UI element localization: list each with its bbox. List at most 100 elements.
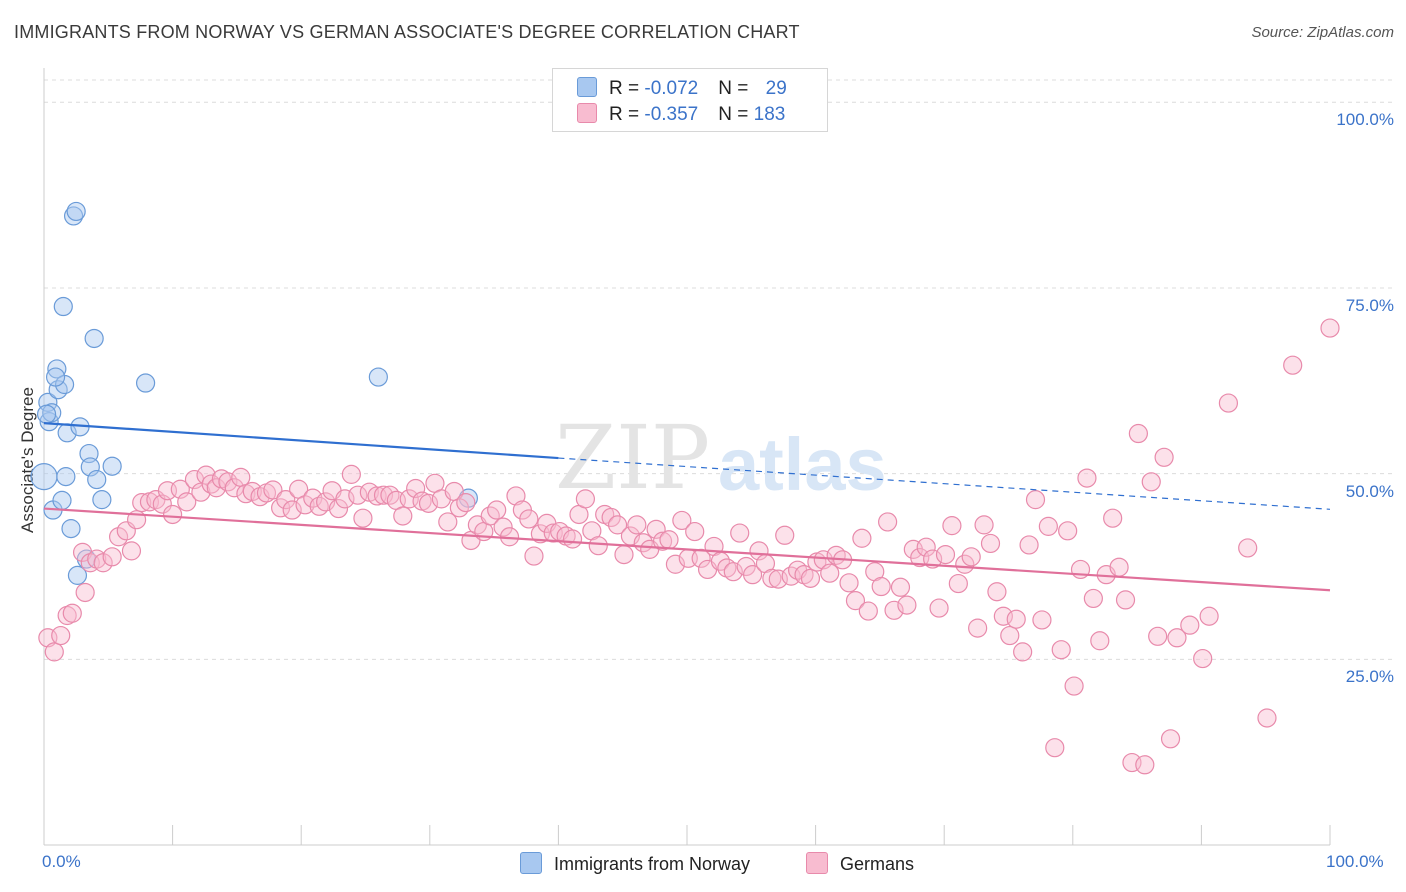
y-tick-label-1: 50.0% bbox=[1345, 481, 1394, 501]
germans-point-46 bbox=[328, 498, 349, 519]
legend-swatch-norway bbox=[577, 77, 597, 97]
germans-point-71 bbox=[487, 500, 507, 520]
germans-point-182 bbox=[1238, 538, 1258, 558]
norway-point-22 bbox=[92, 490, 112, 510]
germans-point-140 bbox=[929, 598, 949, 618]
germans-point-4 bbox=[62, 603, 82, 623]
y-tick-label-0: 25.0% bbox=[1345, 667, 1394, 687]
germans-point-172 bbox=[1135, 755, 1155, 775]
germans-point-100 bbox=[672, 510, 692, 531]
norway-point-21 bbox=[87, 469, 107, 490]
bottom-legend-norway: Immigrants from Norway bbox=[520, 852, 750, 875]
germans-point-151 bbox=[1000, 625, 1020, 646]
norway-point-25 bbox=[368, 367, 388, 387]
germans-point-157 bbox=[1038, 516, 1058, 536]
germans-point-65 bbox=[449, 498, 469, 518]
x-tick-label-max: 100.0% bbox=[1326, 852, 1384, 871]
germans-point-179 bbox=[1193, 648, 1213, 669]
germans-point-97 bbox=[652, 531, 673, 551]
germans-point-2 bbox=[51, 625, 71, 646]
legend-n-value-norway: 29 bbox=[765, 78, 787, 99]
germans-point-11 bbox=[108, 527, 129, 547]
trend-line-norway-solid bbox=[43, 422, 559, 460]
germans-point-1 bbox=[44, 642, 64, 662]
germans-point-175 bbox=[1154, 447, 1174, 467]
germans-point-93 bbox=[627, 515, 647, 535]
germans-point-66 bbox=[456, 493, 476, 513]
norway-point-7 bbox=[52, 490, 72, 510]
germans-point-25 bbox=[196, 465, 216, 485]
germans-point-144 bbox=[955, 554, 975, 574]
germans-point-20 bbox=[163, 504, 183, 525]
germans-point-156 bbox=[1032, 610, 1052, 630]
bottom-legend-germans: Germans bbox=[806, 852, 914, 875]
germans-point-21 bbox=[170, 479, 190, 499]
norway-point-14 bbox=[66, 201, 86, 222]
germans-point-155 bbox=[1025, 490, 1046, 510]
y-tick-label-3: 100.0% bbox=[1336, 110, 1394, 130]
germans-point-167 bbox=[1103, 508, 1123, 528]
legend-row-norway: R = -0.072 N = 29 bbox=[577, 77, 787, 100]
germans-point-108 bbox=[723, 562, 743, 582]
germans-point-47 bbox=[335, 489, 355, 509]
norway-point-10 bbox=[56, 467, 76, 487]
legend-n-value-germans: 183 bbox=[753, 104, 786, 125]
germans-point-30 bbox=[224, 478, 244, 498]
germans-point-134 bbox=[890, 577, 911, 597]
germans-point-142 bbox=[942, 516, 962, 536]
germans-point-91 bbox=[614, 544, 634, 565]
bottom-legend-swatch-norway bbox=[520, 852, 542, 874]
germans-point-116 bbox=[775, 525, 795, 545]
germans-point-180 bbox=[1199, 606, 1219, 626]
trend-line-norway-dashed bbox=[558, 457, 1331, 510]
germans-point-160 bbox=[1058, 521, 1078, 541]
germans-point-183 bbox=[1257, 708, 1277, 728]
trend-lines bbox=[43, 422, 1331, 592]
germans-point-133 bbox=[884, 600, 904, 620]
germans-point-96 bbox=[646, 519, 666, 539]
germans-point-153 bbox=[1013, 642, 1033, 662]
germans-point-48 bbox=[341, 464, 361, 484]
norway-point-5 bbox=[47, 359, 67, 379]
germans-point-148 bbox=[980, 533, 1001, 554]
germans-point-10 bbox=[102, 547, 122, 567]
bottom-legend-swatch-germans bbox=[806, 852, 828, 874]
germans-point-145 bbox=[961, 547, 981, 567]
germans-point-159 bbox=[1051, 640, 1071, 660]
germans-point-174 bbox=[1148, 626, 1168, 646]
germans-point-154 bbox=[1019, 535, 1039, 555]
germans-point-50 bbox=[353, 508, 373, 528]
germans-point-169 bbox=[1115, 590, 1136, 610]
series-immigrants-from-norway bbox=[30, 201, 478, 585]
germans-point-41 bbox=[295, 495, 315, 515]
germans-point-112 bbox=[749, 541, 769, 561]
germans-point-111 bbox=[742, 565, 763, 585]
norway-point-12 bbox=[61, 519, 81, 539]
germans-point-184 bbox=[1283, 355, 1303, 375]
germans-point-143 bbox=[948, 573, 968, 594]
germans-point-49 bbox=[348, 485, 368, 505]
germans-point-168 bbox=[1109, 557, 1129, 577]
legend-r-value-norway: -0.072 bbox=[644, 78, 699, 99]
germans-point-13 bbox=[121, 541, 142, 561]
germans-point-76 bbox=[519, 509, 539, 529]
germans-point-38 bbox=[276, 490, 296, 510]
germans-point-128 bbox=[852, 528, 872, 548]
legend-row-germans: R = -0.357 N = 183 bbox=[577, 103, 785, 126]
norway-point-19 bbox=[80, 457, 100, 477]
germans-point-171 bbox=[1128, 423, 1148, 444]
germans-point-177 bbox=[1167, 628, 1187, 648]
germans-point-152 bbox=[1006, 609, 1026, 629]
germans-point-126 bbox=[839, 573, 859, 593]
germans-point-63 bbox=[438, 512, 458, 532]
norway-point-28 bbox=[36, 404, 57, 424]
germans-point-74 bbox=[506, 486, 526, 506]
germans-point-83 bbox=[562, 529, 583, 549]
axes bbox=[43, 68, 1331, 846]
germans-point-85 bbox=[575, 489, 596, 509]
germans-point-127 bbox=[845, 591, 866, 611]
germans-point-22 bbox=[177, 492, 197, 512]
watermark: ZIP atlas bbox=[555, 406, 887, 509]
germans-point-176 bbox=[1160, 729, 1181, 749]
